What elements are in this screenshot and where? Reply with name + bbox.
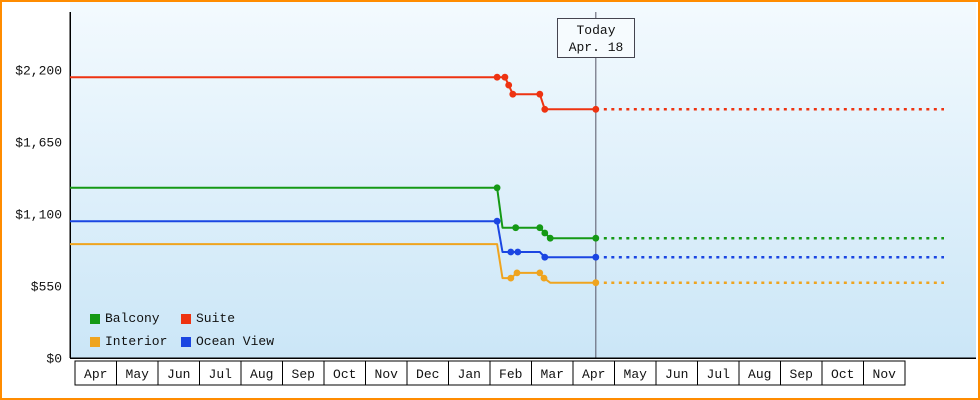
price-point-marker-ocean-view	[493, 217, 501, 225]
price-point-marker-ocean-view	[541, 253, 549, 261]
month-cell	[863, 360, 906, 386]
ocean-view-color-swatch	[181, 336, 191, 347]
legend-label-interior: Interior	[105, 334, 168, 349]
price-point-marker-balcony	[536, 224, 544, 232]
month-label: Aug	[748, 367, 771, 382]
legend-label-suite: Suite	[196, 311, 236, 326]
month-label: Mar	[541, 367, 564, 382]
today-date: Apr. 18	[568, 40, 624, 55]
month-label: Nov	[873, 367, 897, 382]
month-cell	[780, 360, 823, 386]
month-cell	[655, 360, 698, 386]
price-point-marker-ocean-view	[514, 248, 522, 256]
today-label: Today	[576, 23, 616, 38]
price-point-marker-suite	[493, 73, 501, 81]
month-cell	[116, 360, 159, 386]
month-label: Oct	[831, 367, 854, 382]
y-tick-label: $2,200	[15, 64, 62, 79]
month-cell	[531, 360, 574, 386]
price-point-marker-balcony	[592, 234, 600, 242]
month-cell	[240, 360, 283, 386]
interior-color-swatch	[90, 336, 100, 347]
price-point-marker-suite	[501, 73, 509, 81]
month-cell	[448, 360, 491, 386]
month-label: Jun	[167, 367, 190, 382]
month-label: Jul	[707, 367, 731, 382]
price-point-marker-balcony	[541, 229, 549, 237]
month-label: Jul	[209, 367, 233, 382]
month-cell	[282, 360, 325, 386]
month-label: Jan	[458, 367, 481, 382]
price-point-marker-interior	[507, 274, 515, 282]
suite-color-swatch	[181, 313, 191, 324]
price-point-marker-ocean-view	[507, 248, 515, 256]
price-point-marker-interior	[592, 279, 600, 287]
month-cell	[199, 360, 242, 386]
month-label: Dec	[416, 367, 439, 382]
price-point-marker-suite	[536, 90, 544, 98]
plot-background	[70, 2, 976, 358]
price-point-marker-suite	[505, 81, 513, 89]
month-label: Apr	[582, 367, 605, 382]
month-cell	[323, 360, 366, 386]
month-label: Apr	[84, 367, 107, 382]
month-cell	[406, 360, 449, 386]
month-cell	[821, 360, 864, 386]
y-tick-label: $1,650	[15, 136, 62, 151]
month-label: Oct	[333, 367, 356, 382]
balcony-color-swatch	[90, 313, 100, 324]
month-label: May	[624, 367, 648, 382]
legend-item-balcony: Balcony	[90, 311, 181, 326]
chart-legend: Balcony Suite Interior Ocean View	[90, 311, 274, 349]
month-label: Sep	[790, 367, 813, 382]
y-tick-label: $550	[31, 280, 62, 295]
month-label: Nov	[375, 367, 399, 382]
series-line-interior	[70, 243, 596, 284]
price-point-marker-ocean-view	[592, 253, 600, 261]
y-tick-label: $1,100	[15, 208, 62, 223]
legend-label-ocean-view: Ocean View	[196, 334, 275, 349]
today-marker-label: Today Apr. 18	[557, 18, 635, 58]
month-label: Sep	[292, 367, 315, 382]
month-cell	[157, 360, 200, 386]
month-cell	[614, 360, 657, 386]
month-label: Aug	[250, 367, 273, 382]
price-point-marker-interior	[536, 269, 544, 277]
month-cell	[74, 360, 117, 386]
price-point-marker-interior	[513, 269, 521, 277]
y-tick-label: $0	[46, 352, 62, 367]
month-label: Jun	[665, 367, 688, 382]
month-cell	[365, 360, 408, 386]
month-label: May	[126, 367, 150, 382]
price-point-marker-interior	[540, 274, 548, 282]
price-point-marker-balcony	[493, 184, 501, 192]
legend-item-ocean-view: Ocean View	[181, 334, 274, 349]
price-point-marker-balcony	[546, 234, 554, 242]
price-point-marker-balcony	[512, 224, 520, 232]
legend-item-interior: Interior	[90, 334, 181, 349]
price-point-marker-suite	[509, 90, 517, 98]
month-cell	[738, 360, 781, 386]
legend-label-balcony: Balcony	[105, 311, 160, 326]
legend-item-suite: Suite	[181, 311, 274, 326]
month-label: Feb	[499, 367, 522, 382]
month-cell	[697, 360, 740, 386]
price-point-marker-suite	[592, 105, 600, 113]
price-point-marker-suite	[541, 105, 549, 113]
